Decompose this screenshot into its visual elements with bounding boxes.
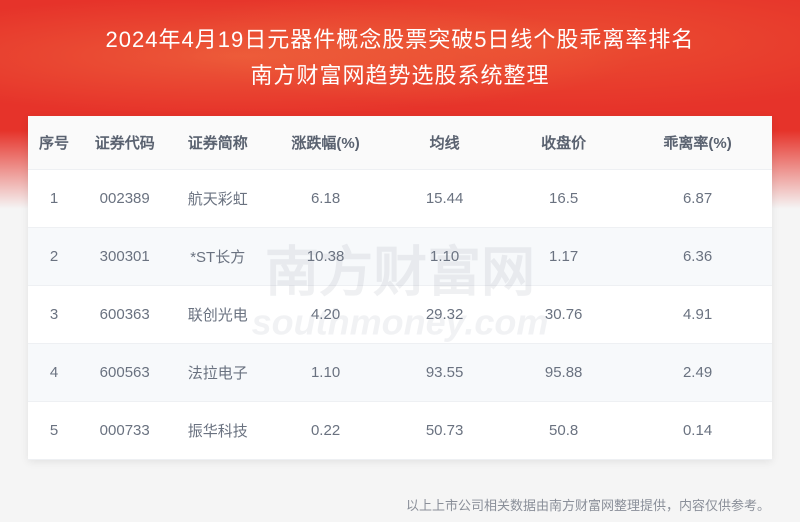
- cell-name: *ST长方: [169, 228, 266, 286]
- cell-close: 1.17: [504, 228, 623, 286]
- cell-deviation: 6.87: [623, 170, 772, 228]
- title-line-1: 2024年4月19日元器件概念股票突破5日线个股乖离率排名: [20, 22, 780, 54]
- cell-close: 95.88: [504, 344, 623, 402]
- cell-ma: 50.73: [385, 402, 504, 460]
- col-code: 证券代码: [80, 116, 169, 170]
- cell-code: 002389: [80, 170, 169, 228]
- cell-name: 联创光电: [169, 286, 266, 344]
- cell-close: 30.76: [504, 286, 623, 344]
- cell-name: 法拉电子: [169, 344, 266, 402]
- col-ma: 均线: [385, 116, 504, 170]
- cell-deviation: 6.36: [623, 228, 772, 286]
- table-row: 5 000733 振华科技 0.22 50.73 50.8 0.14: [28, 402, 772, 460]
- table-container: 序号 证券代码 证券简称 涨跌幅(%) 均线 收盘价 乖离率(%) 1 0023…: [28, 116, 772, 460]
- cell-ma: 29.32: [385, 286, 504, 344]
- cell-name: 振华科技: [169, 402, 266, 460]
- col-index: 序号: [28, 116, 80, 170]
- cell-change: 6.18: [266, 170, 385, 228]
- col-name: 证券简称: [169, 116, 266, 170]
- cell-deviation: 2.49: [623, 344, 772, 402]
- table-row: 1 002389 航天彩虹 6.18 15.44 16.5 6.87: [28, 170, 772, 228]
- cell-change: 10.38: [266, 228, 385, 286]
- cell-index: 4: [28, 344, 80, 402]
- cell-close: 16.5: [504, 170, 623, 228]
- footer-note: 以上上市公司相关数据由南方财富网整理提供，内容仅供参考。: [406, 495, 770, 514]
- cell-close: 50.8: [504, 402, 623, 460]
- cell-index: 1: [28, 170, 80, 228]
- cell-deviation: 0.14: [623, 402, 772, 460]
- title-line-2: 南方财富网趋势选股系统整理: [20, 58, 780, 90]
- col-deviation: 乖离率(%): [623, 116, 772, 170]
- table-row: 2 300301 *ST长方 10.38 1.10 1.17 6.36: [28, 228, 772, 286]
- cell-code: 300301: [80, 228, 169, 286]
- col-close: 收盘价: [504, 116, 623, 170]
- cell-change: 0.22: [266, 402, 385, 460]
- table-row: 3 600363 联创光电 4.20 29.32 30.76 4.91: [28, 286, 772, 344]
- cell-deviation: 4.91: [623, 286, 772, 344]
- cell-name: 航天彩虹: [169, 170, 266, 228]
- cell-ma: 93.55: [385, 344, 504, 402]
- cell-code: 000733: [80, 402, 169, 460]
- cell-change: 4.20: [266, 286, 385, 344]
- cell-index: 5: [28, 402, 80, 460]
- cell-index: 2: [28, 228, 80, 286]
- cell-code: 600363: [80, 286, 169, 344]
- header: 2024年4月19日元器件概念股票突破5日线个股乖离率排名 南方财富网趋势选股系…: [0, 0, 800, 108]
- col-change: 涨跌幅(%): [266, 116, 385, 170]
- cell-code: 600563: [80, 344, 169, 402]
- cell-ma: 1.10: [385, 228, 504, 286]
- cell-ma: 15.44: [385, 170, 504, 228]
- table-row: 4 600563 法拉电子 1.10 93.55 95.88 2.49: [28, 344, 772, 402]
- cell-change: 1.10: [266, 344, 385, 402]
- ranking-table: 序号 证券代码 证券简称 涨跌幅(%) 均线 收盘价 乖离率(%) 1 0023…: [28, 116, 772, 460]
- table-header-row: 序号 证券代码 证券简称 涨跌幅(%) 均线 收盘价 乖离率(%): [28, 116, 772, 170]
- cell-index: 3: [28, 286, 80, 344]
